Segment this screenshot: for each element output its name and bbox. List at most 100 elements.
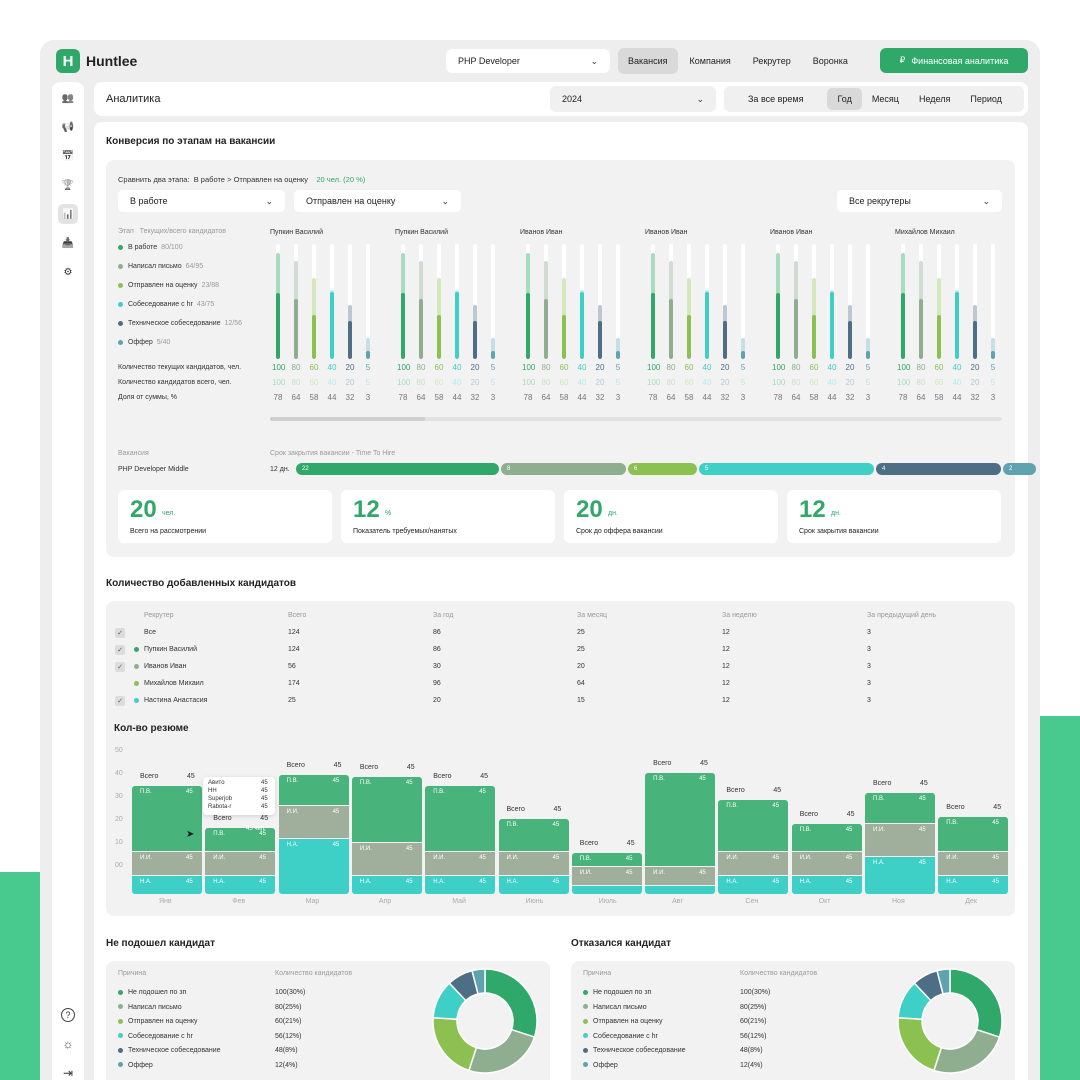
period-2[interactable]: Год: [827, 88, 862, 110]
donut-chart: [432, 968, 538, 1074]
resume-segment[interactable]: И.И. 45: [205, 852, 276, 875]
calendar-icon[interactable]: 📅: [61, 150, 75, 162]
nav-1[interactable]: Вакансия: [618, 48, 678, 74]
resume-segment[interactable]: П.В. 45: [425, 786, 496, 851]
table-cell: 124: [288, 646, 300, 653]
resume-segment[interactable]: И.И. 45: [791, 852, 862, 875]
resume-segment[interactable]: П.В. 45: [498, 819, 569, 851]
stage-from-select[interactable]: В работе ⌄: [118, 190, 285, 212]
donut-slice[interactable]: [949, 968, 1003, 1039]
vacancy-select[interactable]: PHP Developer ⌄: [446, 49, 610, 73]
reason-item: Техническое собеседование: [583, 1047, 686, 1054]
share-value: 78: [273, 393, 283, 402]
row-checkbox[interactable]: ✓: [115, 696, 125, 706]
resume-segment[interactable]: Н.А. 45: [205, 876, 276, 894]
resume-segment[interactable]: Н.А. 45: [865, 857, 935, 894]
resume-segment[interactable]: И.И. 45: [865, 824, 935, 856]
resume-segment[interactable]: И.И. 45: [278, 806, 349, 838]
refused-panel: Причина Количество кандидатов Не подошел п…: [571, 961, 1015, 1080]
donut-slice[interactable]: [936, 968, 951, 995]
reason-item: Оффер: [583, 1062, 618, 1069]
resume-segment[interactable]: П.В. 45: [718, 800, 789, 851]
settings-icon[interactable]: ⚙: [63, 266, 73, 278]
segment-value: 45: [772, 855, 780, 861]
donut-slice[interactable]: [932, 1028, 1001, 1074]
reason-count: 56(12%): [740, 1032, 767, 1040]
period-4[interactable]: Неделя: [918, 94, 951, 104]
inbox-icon[interactable]: 📥: [61, 237, 75, 249]
resume-segment[interactable]: П.В. 45: [205, 828, 276, 851]
resume-segment[interactable]: Н.А. 45: [498, 876, 569, 894]
top-nav: Вакансия Компания Рекрутер Воронка: [618, 48, 858, 74]
resume-segment[interactable]: Н.А. 45: [938, 876, 1009, 894]
nav-4[interactable]: Воронка: [812, 56, 848, 66]
logo[interactable]: H Huntlee: [56, 49, 137, 73]
logout-icon[interactable]: ⇥: [62, 1066, 74, 1080]
period-1[interactable]: За все время: [748, 94, 804, 104]
sun-icon[interactable]: ☼: [62, 1037, 74, 1051]
row-checkbox[interactable]: ✓: [115, 645, 125, 655]
segment-label: Н.А.: [506, 879, 519, 885]
resume-segment[interactable]: И.И. 45: [498, 852, 569, 875]
resume-segment[interactable]: Н.А. 45: [718, 876, 789, 894]
resume-segment[interactable]: И.И. 45: [938, 852, 1009, 875]
tth-total: 12 дн.: [270, 466, 290, 473]
donut-slice[interactable]: [471, 968, 486, 995]
period-3[interactable]: Месяц: [871, 94, 899, 104]
period-5[interactable]: Период: [970, 94, 1002, 104]
total-value: 80: [666, 378, 676, 387]
resume-segment[interactable]: Н.А. 45: [132, 876, 202, 894]
resume-segment[interactable]: Н.А. 45: [351, 876, 422, 894]
help-icon[interactable]: ?: [61, 1008, 75, 1022]
segment-label: Н.А.: [873, 860, 885, 866]
resume-segment[interactable]: П.В. 45: [645, 773, 716, 866]
donut-slice[interactable]: [467, 1028, 536, 1074]
megaphone-icon[interactable]: 📢: [61, 121, 75, 133]
resume-segment[interactable]: И.И. 45: [351, 843, 422, 875]
conversion-bar-current: [562, 315, 566, 359]
donut-slice[interactable]: [432, 1016, 478, 1072]
resume-segment[interactable]: [571, 886, 642, 894]
horizontal-scrollbar[interactable]: [270, 417, 1002, 421]
current-value: 60: [559, 363, 569, 372]
year-select[interactable]: 2024 ⌄: [550, 86, 716, 112]
resume-segment[interactable]: Н.А. 45: [278, 839, 349, 894]
resume-segment[interactable]: П.В. 45: [132, 786, 202, 851]
resume-segment[interactable]: И.И. 45: [425, 852, 496, 875]
row-checkbox[interactable]: ✓: [115, 662, 125, 672]
sidebar: 👥 📢 📅 🏆 📊 📥 ⚙? ☼ ⇥: [52, 82, 84, 1080]
chart-icon[interactable]: 📊: [58, 204, 78, 224]
resume-segment[interactable]: Н.А. 45: [425, 876, 496, 894]
row-checkbox[interactable]: ✓: [115, 628, 125, 638]
table-cell: 3: [867, 629, 871, 636]
month-total-label: Всего: [653, 760, 672, 767]
resume-segment[interactable]: П.В. 45: [351, 777, 422, 842]
resume-segment[interactable]: И.И. 45: [132, 852, 202, 875]
nav-2[interactable]: Компания: [689, 56, 731, 66]
segment-label: Н.А.: [726, 879, 739, 885]
recruiter-select[interactable]: Все рекрутеры ⌄: [837, 190, 1002, 212]
segment-value: 45: [259, 831, 266, 837]
resume-segment[interactable]: П.В. 45: [938, 817, 1009, 851]
resume-segment[interactable]: П.В. 45: [791, 824, 862, 851]
resume-segment[interactable]: И.И. 45: [571, 867, 642, 885]
donut-slice[interactable]: [897, 1016, 943, 1072]
resume-segment[interactable]: [645, 886, 716, 894]
donut-slice[interactable]: [484, 968, 538, 1039]
financial-analytics-button[interactable]: ₽ Финансовая аналитика: [880, 48, 1028, 73]
current-value: 40: [952, 363, 962, 372]
stage-to-select[interactable]: Отправлен на оценку ⌄: [294, 190, 461, 212]
resume-segment[interactable]: И.И. 45: [718, 852, 789, 875]
resume-segment[interactable]: Н.А. 45: [791, 876, 862, 894]
podium-icon[interactable]: 🏆: [61, 179, 75, 191]
users-icon[interactable]: 👥: [61, 92, 75, 104]
scrollbar-thumb[interactable]: [270, 417, 425, 421]
resume-segment[interactable]: П.В. 45: [278, 775, 349, 805]
segment-value: 45: [992, 820, 999, 826]
resume-segment[interactable]: И.И. 45: [645, 867, 716, 885]
current-value: 20: [845, 363, 855, 372]
nav-3[interactable]: Рекрутер: [752, 56, 791, 66]
resume-segment[interactable]: П.В. 45: [865, 793, 935, 823]
resume-segment[interactable]: П.В. 45: [571, 853, 642, 866]
share-value: 58: [934, 393, 944, 402]
